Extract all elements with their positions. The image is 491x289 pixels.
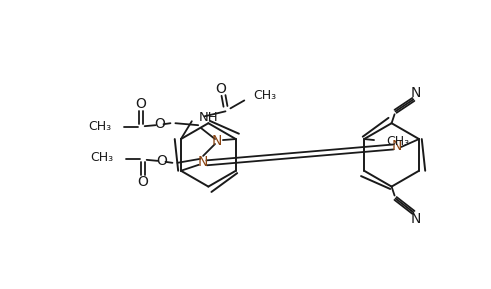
Text: O: O (156, 154, 167, 168)
Text: O: O (137, 175, 148, 189)
Text: CH₃: CH₃ (253, 89, 276, 102)
Text: NH: NH (199, 111, 218, 124)
Text: N: N (410, 86, 420, 99)
Text: CH₃: CH₃ (386, 135, 409, 147)
Text: N: N (197, 155, 208, 169)
Text: N: N (212, 134, 222, 148)
Text: CH₃: CH₃ (88, 120, 111, 133)
Text: N: N (410, 212, 420, 226)
Text: N: N (392, 139, 403, 153)
Text: O: O (154, 117, 165, 131)
Text: O: O (215, 81, 226, 96)
Text: CH₃: CH₃ (90, 151, 113, 164)
Text: O: O (136, 97, 146, 111)
